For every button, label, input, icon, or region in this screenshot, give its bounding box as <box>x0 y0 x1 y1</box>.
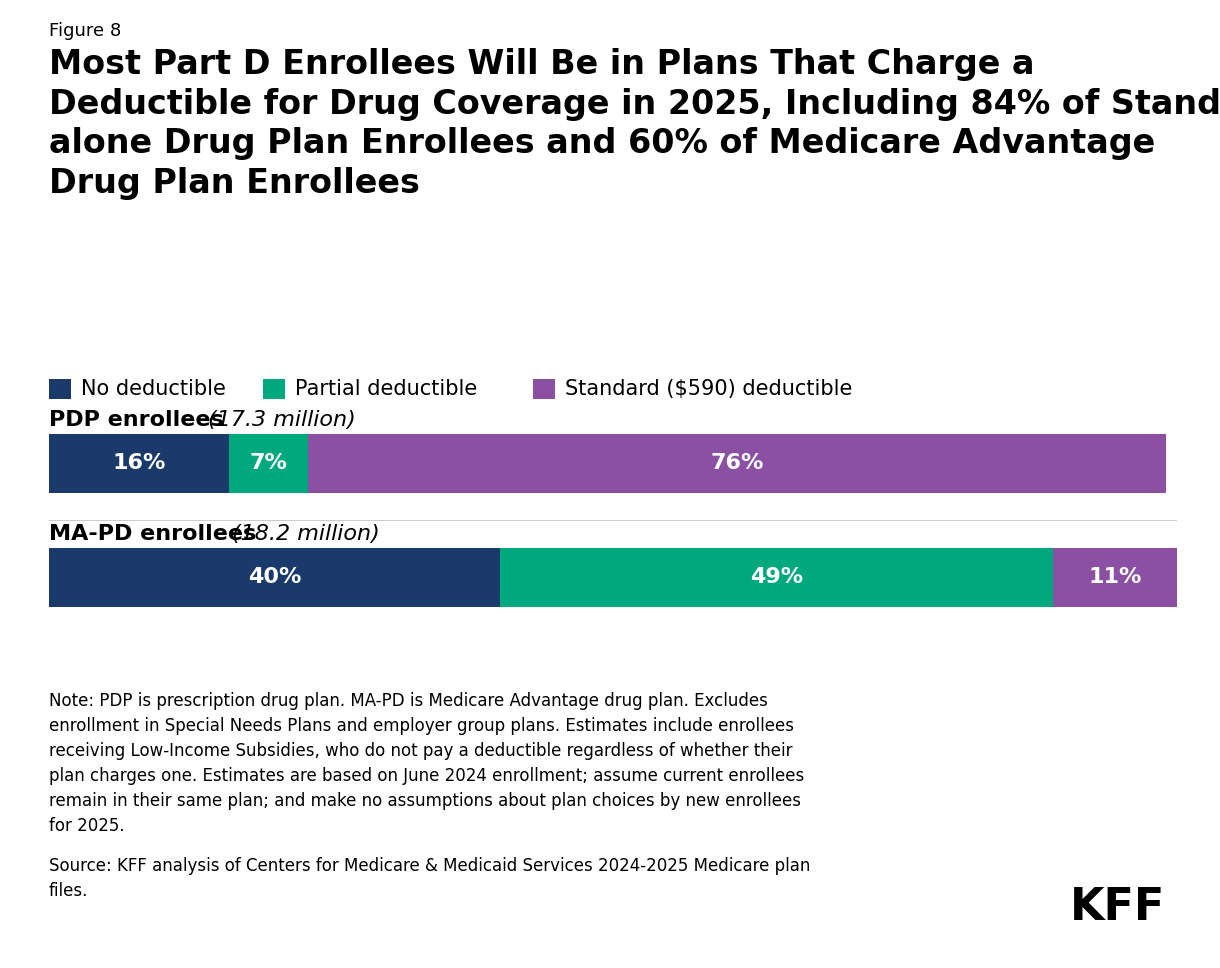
Bar <box>229 434 309 493</box>
Text: (17.3 million): (17.3 million) <box>209 410 356 430</box>
Text: Figure 8: Figure 8 <box>49 22 121 41</box>
Text: 11%: 11% <box>1088 567 1142 588</box>
Text: Standard ($590) deductible: Standard ($590) deductible <box>565 379 853 399</box>
Bar <box>49 434 229 493</box>
Bar <box>309 434 1166 493</box>
Bar <box>49 548 500 607</box>
Text: MA-PD enrollees: MA-PD enrollees <box>49 524 256 544</box>
Text: 40%: 40% <box>248 567 301 588</box>
Text: 7%: 7% <box>250 453 288 473</box>
Bar <box>500 548 1053 607</box>
Bar <box>1053 548 1177 607</box>
Text: KFF: KFF <box>1070 887 1165 929</box>
Text: 16%: 16% <box>112 453 166 473</box>
Text: Partial deductible: Partial deductible <box>295 379 477 399</box>
Text: 76%: 76% <box>710 453 764 473</box>
Text: Most Part D Enrollees Will Be in Plans That Charge a
Deductible for Drug Coverag: Most Part D Enrollees Will Be in Plans T… <box>49 48 1220 200</box>
Text: PDP enrollees: PDP enrollees <box>49 410 223 430</box>
Text: Note: PDP is prescription drug plan. MA-PD is Medicare Advantage drug plan. Excl: Note: PDP is prescription drug plan. MA-… <box>49 692 804 835</box>
Text: Source: KFF analysis of Centers for Medicare & Medicaid Services 2024-2025 Medic: Source: KFF analysis of Centers for Medi… <box>49 857 810 899</box>
Text: (18.2 million): (18.2 million) <box>232 524 379 544</box>
Text: No deductible: No deductible <box>81 379 226 399</box>
Text: 49%: 49% <box>750 567 803 588</box>
